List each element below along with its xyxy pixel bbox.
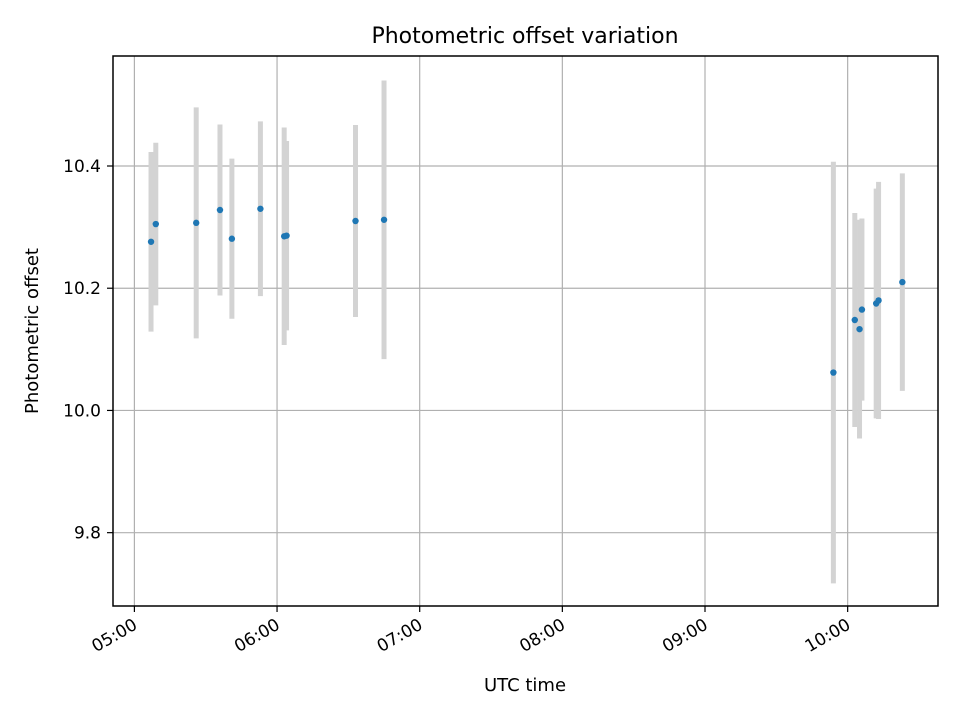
error-bars xyxy=(148,80,905,584)
data-point xyxy=(228,235,236,242)
data-points xyxy=(147,205,906,376)
data-point xyxy=(856,325,863,333)
data-point xyxy=(152,220,159,228)
data-point xyxy=(193,219,200,227)
data-point xyxy=(851,316,858,324)
x-tick-label: 06:00 xyxy=(231,615,283,657)
y-ticks: 9.8 10.0 10.2 10.4 xyxy=(63,157,113,544)
data-point xyxy=(380,216,388,223)
data-point xyxy=(830,369,837,376)
data-point xyxy=(257,205,264,212)
data-point xyxy=(352,217,359,225)
y-tick-label: 10.4 xyxy=(63,157,101,177)
data-point xyxy=(899,278,906,286)
x-tick-label: 05:00 xyxy=(88,615,140,657)
data-point xyxy=(858,306,866,313)
x-axis-label: UTC time xyxy=(484,675,566,696)
y-tick-label: 10.2 xyxy=(63,279,101,299)
x-tick-label: 08:00 xyxy=(516,615,568,657)
y-tick-label: 9.8 xyxy=(74,524,101,544)
x-tick-label: 09:00 xyxy=(659,615,711,657)
chart-title: Photometric offset variation xyxy=(371,24,678,49)
data-point xyxy=(875,297,882,304)
y-axis-label: Photometric offset xyxy=(22,248,43,414)
data-point xyxy=(216,206,224,214)
x-tick-label: 07:00 xyxy=(374,615,426,657)
data-point xyxy=(283,232,290,239)
x-ticks: 05:00 06:00 07:00 08:00 09:00 10:00 xyxy=(88,606,854,657)
x-tick-label: 10:00 xyxy=(802,615,854,657)
plot-frame xyxy=(112,55,939,607)
data-point xyxy=(147,238,155,245)
grid xyxy=(113,56,938,606)
y-tick-label: 10.0 xyxy=(63,401,101,421)
